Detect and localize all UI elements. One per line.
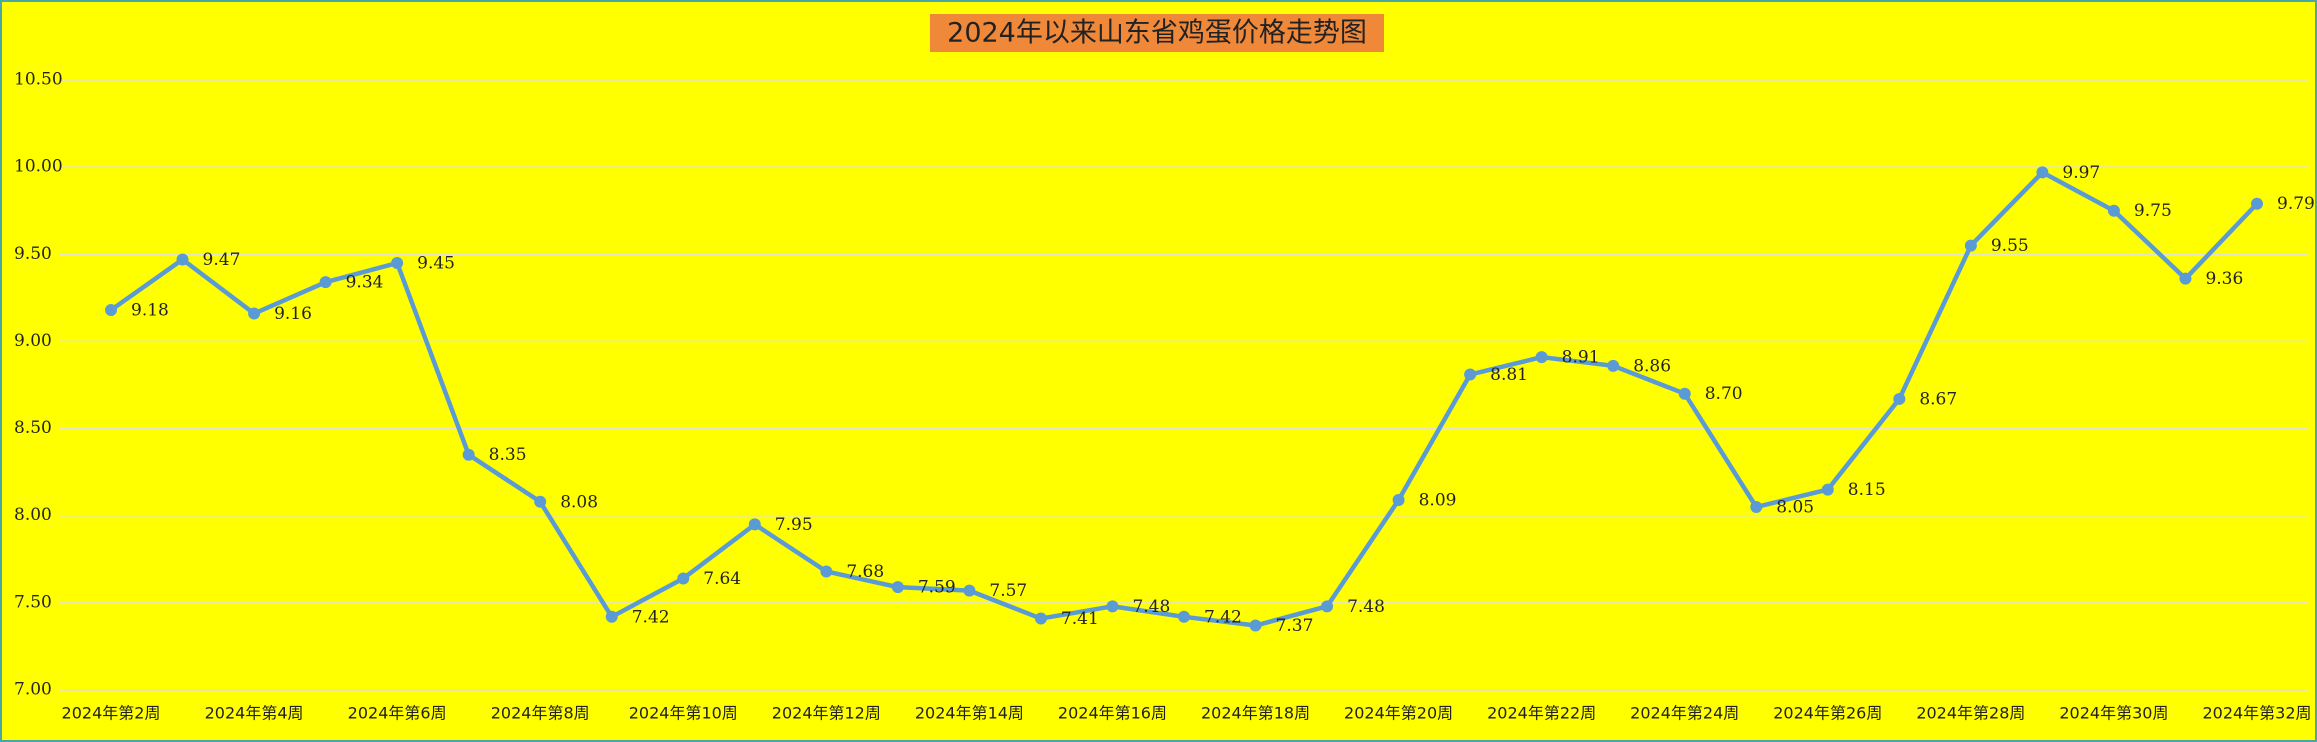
data-label: 7.42 — [632, 607, 670, 627]
y-tick-label: 8.00 — [14, 505, 52, 525]
title-box — [930, 14, 1384, 52]
data-label: 8.91 — [1562, 348, 1600, 368]
x-tick-label: 2024年第22周 — [1487, 704, 1596, 723]
data-label: 8.15 — [1848, 480, 1886, 500]
data-label: 8.09 — [1419, 491, 1457, 511]
data-point — [1392, 494, 1405, 507]
data-point — [176, 253, 189, 266]
x-tick-label: 2024年第10周 — [629, 704, 738, 723]
data-label: 9.34 — [346, 273, 384, 293]
x-tick-label: 2024年第30周 — [2059, 704, 2168, 723]
data-point — [1893, 392, 1906, 405]
data-point — [605, 610, 618, 623]
data-label: 8.67 — [1919, 389, 1957, 409]
data-point — [1535, 351, 1548, 364]
data-label: 9.97 — [2062, 163, 2100, 183]
data-point — [2251, 197, 2263, 210]
data-point — [1678, 387, 1691, 400]
y-tick-label: 7.00 — [14, 680, 52, 700]
x-tick-label: 2024年第14周 — [915, 704, 1024, 723]
data-label: 8.86 — [1633, 356, 1671, 376]
data-point — [462, 448, 475, 461]
data-point — [963, 584, 976, 597]
x-tick-label: 2024年第28周 — [1916, 704, 2025, 723]
x-tick-label: 2024年第26周 — [1773, 704, 1882, 723]
data-point — [1821, 483, 1834, 496]
data-point — [820, 565, 833, 578]
data-point — [677, 572, 690, 585]
data-label: 7.41 — [1061, 609, 1099, 629]
x-tick-label: 2024年第20周 — [1344, 704, 1453, 723]
x-tick-label: 2024年第6周 — [348, 704, 447, 723]
x-tick-label: 2024年第4周 — [205, 704, 304, 723]
data-label: 7.95 — [775, 515, 813, 535]
data-label: 8.05 — [1776, 498, 1814, 518]
data-point — [2107, 204, 2120, 217]
data-label: 8.35 — [489, 445, 527, 465]
y-tick-label: 7.50 — [14, 592, 52, 612]
x-tick-label: 2024年第8周 — [491, 704, 590, 723]
data-label: 7.48 — [1132, 597, 1170, 617]
data-label: 7.37 — [1276, 616, 1314, 636]
data-point — [2179, 272, 2192, 285]
data-label: 9.18 — [131, 301, 169, 321]
data-point — [1750, 501, 1763, 513]
data-point — [1178, 610, 1190, 623]
data-point — [319, 276, 332, 289]
data-label: 8.70 — [1705, 384, 1743, 404]
data-point — [391, 257, 404, 269]
data-label: 7.68 — [846, 562, 884, 582]
data-point — [1464, 368, 1477, 381]
data-point — [1106, 600, 1119, 613]
data-point — [2036, 166, 2049, 179]
data-label: 7.42 — [1204, 607, 1242, 627]
y-tick-label: 9.50 — [14, 244, 52, 264]
data-label: 7.59 — [918, 578, 956, 598]
data-label: 8.81 — [1490, 365, 1528, 385]
y-tick-label: 10.50 — [14, 70, 63, 90]
data-label: 8.08 — [560, 492, 598, 512]
data-label: 9.36 — [2205, 269, 2243, 289]
data-point — [534, 495, 547, 508]
x-tick-label: 2024年第32周 — [2202, 704, 2311, 723]
y-tick-label: 8.50 — [14, 418, 52, 438]
data-label: 9.55 — [1991, 236, 2029, 256]
x-tick-label: 2024年第12周 — [772, 704, 881, 723]
data-point — [1964, 239, 1977, 252]
data-label: 9.47 — [203, 250, 241, 270]
x-tick-label: 2024年第2周 — [62, 704, 161, 723]
data-label: 9.79 — [2277, 194, 2315, 214]
y-tick-label: 9.00 — [14, 331, 52, 351]
data-label: 9.45 — [417, 254, 455, 274]
x-tick-label: 2024年第24周 — [1630, 704, 1739, 723]
data-point — [1034, 612, 1047, 625]
data-point — [248, 307, 261, 320]
data-label: 9.16 — [274, 304, 312, 324]
data-label: 7.57 — [989, 581, 1027, 601]
data-label: 7.48 — [1347, 597, 1385, 617]
x-tick-label: 2024年第16周 — [1058, 704, 1167, 723]
data-point — [748, 518, 761, 531]
data-point — [1249, 619, 1262, 632]
data-point — [1607, 359, 1620, 372]
y-tick-label: 10.00 — [14, 157, 63, 177]
chart-title: 2024年以来山东省鸡蛋价格走势图 — [947, 18, 1367, 49]
data-point — [891, 581, 904, 594]
data-point — [1321, 600, 1334, 613]
data-point — [105, 304, 117, 317]
data-label: 9.75 — [2134, 201, 2172, 221]
x-tick-label: 2024年第18周 — [1201, 704, 1310, 723]
data-label: 7.64 — [703, 569, 741, 589]
